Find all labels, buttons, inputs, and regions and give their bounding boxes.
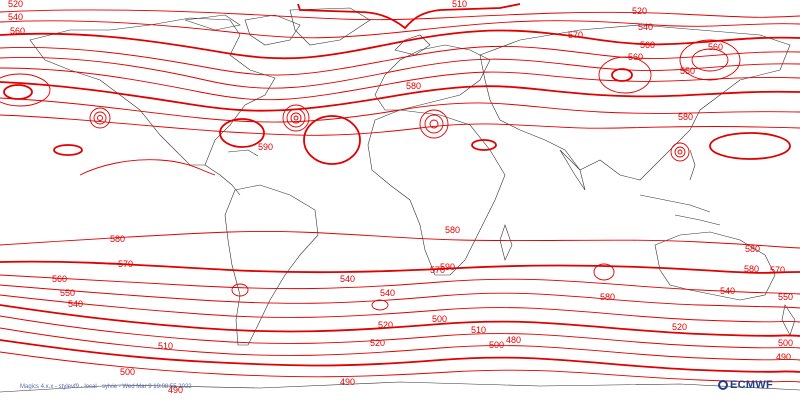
contour-label: 560 [10, 26, 25, 36]
contour-label: 580 [110, 234, 125, 244]
contour-label: 580 [678, 112, 693, 122]
contour-label: 500 [432, 314, 447, 324]
contour-label: 560 [640, 40, 655, 50]
contour-label: 560 [628, 52, 643, 62]
contour-label: 570 [568, 30, 583, 40]
contour-label: 550 [778, 292, 793, 302]
ecmwf-logo-icon [718, 380, 728, 390]
contour-label: 540 [8, 12, 23, 22]
contour-label: 510 [471, 325, 486, 335]
contour-label: 490 [168, 385, 183, 395]
contour-label: 590 [258, 142, 273, 152]
contour-label: 580 [406, 81, 421, 91]
ecmwf-logo-text: ECMWF [730, 379, 774, 391]
contour-label: 490 [776, 352, 791, 362]
contour-label: 540 [68, 299, 83, 309]
contour-label: 540 [720, 286, 735, 296]
contour-lines [0, 3, 800, 383]
contour-label: 580 [445, 225, 460, 235]
contour-label: 580 [745, 244, 760, 254]
contour-label: 580 [744, 264, 759, 274]
contour-label: 500 [489, 340, 504, 350]
contour-label: 520 [672, 322, 687, 332]
footer-caption: Magics 4.x.x - stylevf9 - local - sylvie… [20, 384, 192, 390]
contour-label: 560 [52, 274, 67, 284]
contour-label: 570 [430, 265, 445, 275]
contour-label: 480 [506, 335, 521, 345]
contour-labels: 5205405605105205405605705905805605605505… [8, 0, 793, 395]
contour-label: 520 [632, 6, 647, 16]
contour-label: 580 [600, 292, 615, 302]
contour-label: 570 [118, 259, 133, 269]
contour-label: 520 [370, 338, 385, 348]
contour-label: 490 [340, 377, 355, 387]
contour-label: 540 [380, 288, 395, 298]
contour-label: 510 [158, 341, 173, 351]
contour-label: 500 [120, 367, 135, 377]
contour-label: 550 [680, 66, 695, 76]
contour-label: 590 [440, 262, 455, 272]
contour-label: 540 [638, 22, 653, 32]
contour-label: 550 [60, 288, 75, 298]
contour-label: 510 [452, 0, 467, 9]
contour-label: 500 [778, 338, 793, 348]
ecmwf-logo: ECMWF [718, 378, 773, 392]
contour-label: 570 [770, 265, 785, 275]
contour-label: 520 [378, 320, 393, 330]
contour-label: 540 [340, 274, 355, 284]
contour-label: 520 [8, 0, 23, 9]
contour-label: 560 [708, 42, 723, 52]
